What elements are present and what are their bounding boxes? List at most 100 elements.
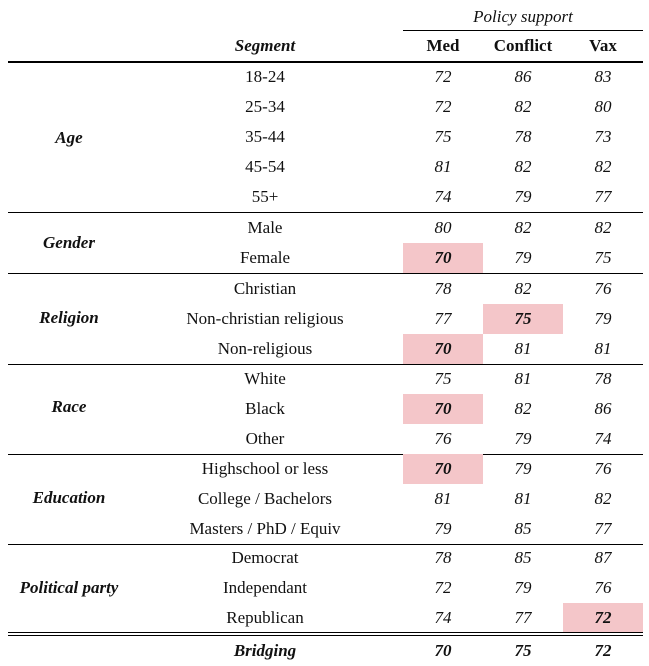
conflict-cell: 85 bbox=[514, 548, 532, 567]
med-cell: 75 bbox=[434, 369, 452, 388]
table-row: Democrat 78 85 87 bbox=[0, 543, 649, 573]
table-row: Republican 74 77 72 bbox=[0, 603, 649, 633]
vax-cell: 87 bbox=[594, 548, 612, 567]
segment-cell: Black bbox=[245, 399, 285, 418]
bridging-med: 70 bbox=[434, 641, 452, 660]
group-label-education: Education bbox=[32, 488, 106, 507]
segment-cell: 35-44 bbox=[245, 127, 285, 146]
segment-cell: Female bbox=[239, 248, 291, 267]
table-row: Christian 78 82 76 bbox=[0, 274, 649, 304]
conflict-cell: 82 bbox=[514, 218, 532, 237]
med-cell-highlighted: 70 bbox=[403, 334, 483, 364]
conflict-cell-highlighted: 75 bbox=[483, 304, 563, 334]
vax-cell: 77 bbox=[594, 519, 612, 538]
conflict-cell: 81 bbox=[514, 369, 532, 388]
group-label-race: Race bbox=[51, 397, 87, 416]
vax-cell: 82 bbox=[594, 489, 612, 508]
segment-cell: 55+ bbox=[251, 187, 279, 206]
segment-cell: Highschool or less bbox=[201, 459, 329, 478]
conflict-column-header: Conflict bbox=[493, 36, 553, 55]
conflict-cell: 85 bbox=[514, 519, 532, 538]
bridging-label: Bridging bbox=[233, 641, 297, 660]
conflict-cell: 81 bbox=[514, 339, 532, 358]
header-rule bbox=[8, 61, 643, 63]
segment-cell: Independant bbox=[222, 578, 308, 597]
med-cell-highlighted: 70 bbox=[403, 454, 483, 484]
table-row: College / Bachelors 81 81 82 bbox=[0, 484, 649, 514]
segment-cell: Republican bbox=[226, 608, 304, 627]
table-row: 45-54 81 82 82 bbox=[0, 152, 649, 182]
med-cell: 72 bbox=[434, 578, 452, 597]
group-divider bbox=[8, 273, 643, 274]
med-cell: 79 bbox=[434, 519, 452, 538]
vax-cell-highlighted: 72 bbox=[563, 603, 643, 633]
group-label-political-party: Political party bbox=[19, 578, 119, 597]
segment-cell: College / Bachelors bbox=[197, 489, 333, 508]
table-row: Independant 72 79 76 bbox=[0, 573, 649, 603]
vax-cell: 76 bbox=[594, 578, 612, 597]
med-cell: 72 bbox=[434, 67, 452, 86]
double-rule-bottom bbox=[8, 635, 643, 636]
vax-cell: 78 bbox=[594, 369, 612, 388]
med-column-header: Med bbox=[426, 36, 460, 55]
group-divider bbox=[8, 454, 643, 455]
segment-cell: Masters / PhD / Equiv bbox=[189, 519, 341, 538]
segment-cell: White bbox=[244, 369, 286, 388]
group-divider bbox=[8, 212, 643, 213]
segment-cell: Non-christian religious bbox=[186, 309, 344, 328]
table-row: 55+ 74 79 77 bbox=[0, 182, 649, 212]
segment-cell: 45-54 bbox=[245, 157, 285, 176]
med-cell: 75 bbox=[434, 127, 452, 146]
med-cell-highlighted: 70 bbox=[403, 243, 483, 273]
table-row: Non-religious 70 81 81 bbox=[0, 334, 649, 364]
conflict-cell: 78 bbox=[514, 127, 532, 146]
vax-cell: 75 bbox=[594, 248, 612, 267]
vax-cell: 73 bbox=[594, 127, 612, 146]
conflict-cell: 82 bbox=[514, 157, 532, 176]
group-label-religion: Religion bbox=[39, 308, 99, 327]
conflict-cell: 81 bbox=[514, 489, 532, 508]
vax-cell: 81 bbox=[594, 339, 612, 358]
med-cell: 77 bbox=[434, 309, 452, 328]
med-cell-highlighted: 70 bbox=[403, 394, 483, 424]
table-row: 18-24 72 86 83 bbox=[0, 62, 649, 92]
bridging-vax: 72 bbox=[594, 641, 612, 660]
header-underline bbox=[403, 30, 643, 31]
conflict-cell: 79 bbox=[514, 429, 532, 448]
vax-cell: 83 bbox=[594, 67, 612, 86]
conflict-cell: 79 bbox=[514, 187, 532, 206]
med-cell: 81 bbox=[434, 157, 452, 176]
policy-support-header: Policy support bbox=[473, 7, 573, 26]
group-divider bbox=[8, 364, 643, 365]
vax-column-header: Vax bbox=[589, 36, 617, 55]
med-cell: 76 bbox=[434, 429, 452, 448]
group-label-age: Age bbox=[55, 128, 83, 147]
vax-cell: 82 bbox=[594, 218, 612, 237]
segment-cell: 25-34 bbox=[245, 97, 285, 116]
vax-cell: 77 bbox=[594, 187, 612, 206]
segment-cell: Other bbox=[245, 429, 285, 448]
vax-cell: 80 bbox=[594, 97, 612, 116]
vax-cell: 82 bbox=[594, 157, 612, 176]
conflict-cell: 79 bbox=[514, 248, 532, 267]
med-cell: 78 bbox=[434, 279, 452, 298]
table-row: Non-christian religious 77 75 79 bbox=[0, 304, 649, 334]
conflict-cell: 77 bbox=[514, 608, 532, 627]
table-row: Male 80 82 82 bbox=[0, 213, 649, 243]
med-cell: 74 bbox=[434, 608, 452, 627]
vax-cell: 76 bbox=[594, 459, 612, 478]
table-row: 35-44 75 78 73 bbox=[0, 122, 649, 152]
vax-cell: 74 bbox=[594, 429, 612, 448]
conflict-cell: 82 bbox=[514, 97, 532, 116]
table-row: 25-34 72 82 80 bbox=[0, 92, 649, 122]
conflict-cell: 79 bbox=[514, 578, 532, 597]
table-row: Black 70 82 86 bbox=[0, 394, 649, 424]
med-cell: 72 bbox=[434, 97, 452, 116]
segment-cell: Non-religious bbox=[217, 339, 313, 358]
med-cell: 81 bbox=[434, 489, 452, 508]
conflict-cell: 86 bbox=[514, 67, 532, 86]
vax-cell: 86 bbox=[594, 399, 612, 418]
group-label-gender: Gender bbox=[43, 233, 95, 252]
conflict-cell: 82 bbox=[514, 279, 532, 298]
med-cell: 80 bbox=[434, 218, 452, 237]
